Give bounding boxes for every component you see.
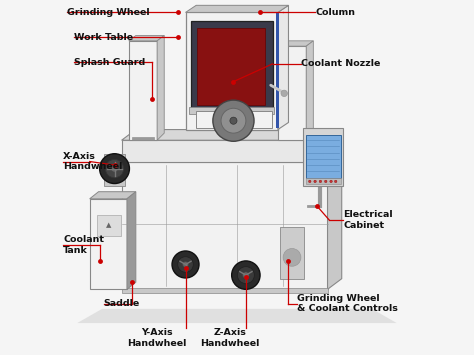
- Text: Coolant
Tank: Coolant Tank: [63, 235, 104, 255]
- Polygon shape: [189, 106, 274, 114]
- Polygon shape: [280, 227, 304, 279]
- Polygon shape: [122, 288, 328, 293]
- Polygon shape: [191, 21, 273, 112]
- Circle shape: [100, 154, 129, 184]
- Text: Grinding Wheel: Grinding Wheel: [67, 8, 149, 17]
- Circle shape: [230, 117, 237, 124]
- Text: Y-Axis
Handwheel: Y-Axis Handwheel: [128, 328, 187, 348]
- Circle shape: [105, 159, 124, 178]
- Text: ▲: ▲: [106, 223, 111, 228]
- Polygon shape: [276, 13, 279, 128]
- Polygon shape: [77, 309, 397, 323]
- Circle shape: [237, 267, 255, 284]
- Circle shape: [283, 248, 301, 266]
- Text: Work Table: Work Table: [73, 33, 133, 42]
- Text: Splash Guard: Splash Guard: [73, 58, 145, 67]
- Circle shape: [172, 251, 199, 278]
- Circle shape: [221, 108, 246, 133]
- Circle shape: [178, 257, 193, 272]
- Polygon shape: [328, 151, 342, 289]
- Polygon shape: [196, 111, 272, 128]
- Text: Electrical
Cabinet: Electrical Cabinet: [344, 210, 393, 230]
- Text: Column: Column: [315, 8, 355, 17]
- Polygon shape: [132, 137, 154, 140]
- Polygon shape: [122, 130, 342, 140]
- Text: Grinding Wheel
& Coolant Controls: Grinding Wheel & Coolant Controls: [297, 294, 398, 313]
- Circle shape: [335, 180, 337, 182]
- Polygon shape: [122, 140, 328, 162]
- Polygon shape: [278, 41, 313, 46]
- Circle shape: [232, 261, 260, 289]
- Circle shape: [325, 180, 327, 182]
- Polygon shape: [90, 199, 127, 289]
- Circle shape: [213, 100, 254, 141]
- Circle shape: [314, 180, 316, 182]
- Polygon shape: [306, 135, 341, 178]
- Text: Coolant Nozzle: Coolant Nozzle: [301, 59, 380, 69]
- Circle shape: [309, 180, 311, 182]
- Text: Saddle: Saddle: [104, 299, 140, 308]
- Polygon shape: [185, 12, 278, 130]
- Polygon shape: [157, 36, 164, 140]
- Circle shape: [111, 165, 118, 172]
- Circle shape: [243, 272, 249, 278]
- Polygon shape: [104, 154, 125, 186]
- Polygon shape: [90, 192, 136, 199]
- Polygon shape: [278, 5, 289, 130]
- Polygon shape: [185, 5, 289, 12]
- Circle shape: [319, 180, 322, 182]
- Circle shape: [281, 90, 287, 97]
- Polygon shape: [197, 28, 265, 105]
- Text: X-Axis
Handwheel: X-Axis Handwheel: [63, 152, 122, 171]
- Polygon shape: [97, 215, 120, 236]
- Polygon shape: [303, 128, 344, 186]
- Polygon shape: [278, 46, 306, 140]
- Text: Z-Axis
Handwheel: Z-Axis Handwheel: [200, 328, 260, 348]
- Polygon shape: [122, 162, 328, 289]
- Polygon shape: [328, 130, 342, 162]
- Polygon shape: [129, 36, 164, 41]
- Circle shape: [182, 262, 188, 267]
- Polygon shape: [306, 178, 341, 184]
- Polygon shape: [127, 192, 136, 289]
- Polygon shape: [122, 151, 342, 162]
- Circle shape: [330, 180, 332, 182]
- Polygon shape: [306, 41, 313, 140]
- Polygon shape: [129, 41, 157, 140]
